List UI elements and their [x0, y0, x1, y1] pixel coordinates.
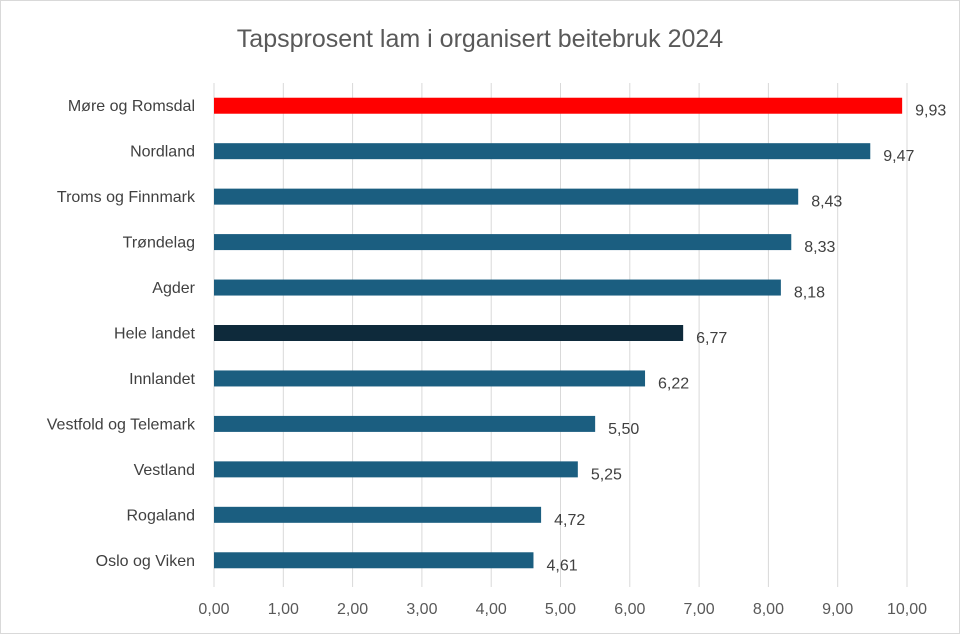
data-label: 6,77: [696, 330, 727, 347]
x-tick-label: 7,00: [684, 601, 715, 618]
bar: [214, 143, 871, 160]
x-tick-label: 1,00: [268, 601, 299, 618]
x-tick-label: 4,00: [476, 601, 507, 618]
x-tick-label: 9,00: [822, 601, 853, 618]
data-label: 9,47: [883, 148, 914, 165]
category-label: Vestfold og Telemark: [47, 416, 196, 433]
x-tick-label: 2,00: [337, 601, 368, 618]
chart-title: Tapsprosent lam i organisert beitebruk 2…: [237, 25, 723, 53]
bar: [214, 415, 596, 432]
category-label: Møre og Romsdal: [68, 98, 195, 115]
bar: [214, 188, 799, 205]
data-label: 6,22: [658, 375, 689, 392]
category-label: Rogaland: [127, 507, 196, 524]
x-tick-label: 10,00: [887, 601, 927, 618]
bar: [214, 234, 792, 251]
data-label: 8,43: [811, 194, 842, 211]
x-tick-label: 0,00: [198, 601, 229, 618]
x-tick-label: 5,00: [545, 601, 576, 618]
data-label: 4,72: [554, 512, 585, 529]
data-label: 5,50: [608, 421, 639, 438]
data-label: 8,18: [794, 285, 825, 302]
category-label: Nordland: [130, 144, 195, 161]
category-label: Agder: [152, 280, 195, 297]
x-tick-label: 8,00: [753, 601, 784, 618]
x-tick-label: 3,00: [406, 601, 437, 618]
data-label: 5,25: [591, 466, 622, 483]
bar: [214, 279, 781, 296]
bar: [214, 370, 646, 387]
data-label: 4,61: [546, 557, 577, 574]
bar: [214, 552, 534, 569]
category-label: Trøndelag: [123, 235, 195, 252]
category-label: Troms og Finnmark: [57, 189, 196, 206]
bar: [214, 461, 578, 478]
bar: [214, 506, 542, 523]
bar: [214, 97, 903, 114]
data-label: 9,93: [915, 103, 946, 120]
category-label: Vestland: [134, 462, 195, 479]
category-label: Oslo og Viken: [96, 553, 195, 570]
x-tick-label: 6,00: [614, 601, 645, 618]
category-label: Innlandet: [129, 371, 195, 388]
data-label: 8,33: [804, 239, 835, 256]
bar: [214, 325, 684, 341]
category-label: Hele landet: [114, 326, 196, 343]
